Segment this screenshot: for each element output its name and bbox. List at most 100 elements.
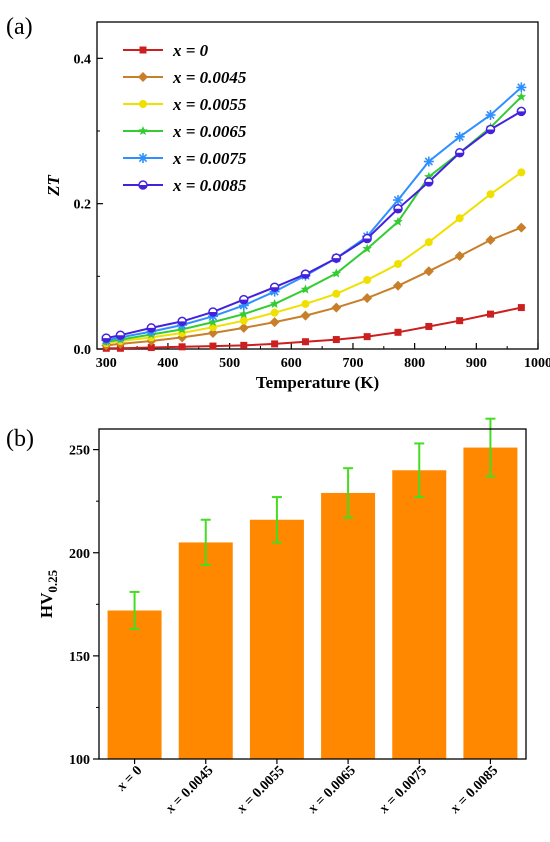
error-bar <box>485 417 496 478</box>
data-point <box>393 259 402 268</box>
data-point <box>331 268 342 278</box>
data-point <box>456 317 464 325</box>
data-point <box>269 317 280 328</box>
series-x-0-0045 <box>101 222 527 351</box>
legend-label: x = 0.0065 <box>172 122 247 141</box>
data-point <box>516 106 527 117</box>
data-point <box>332 289 341 298</box>
panel-label-a: (a) <box>6 14 33 40</box>
legend-label: x = 0.0055 <box>172 95 247 114</box>
data-point <box>239 316 248 325</box>
data-point <box>454 131 465 142</box>
x-tick-label: x = 0.0065 <box>305 763 359 817</box>
y-tick-label: 0.0 <box>74 343 92 358</box>
y-tick-label: 0.2 <box>74 198 92 213</box>
y-axis-label-main: HV <box>37 592 56 618</box>
plot-frame-b <box>98 428 527 760</box>
data-point <box>331 253 342 263</box>
data-point <box>394 328 402 336</box>
data-point <box>238 322 249 333</box>
bar-x-0-0085 <box>463 447 518 759</box>
data-point <box>301 299 310 308</box>
y-tick-label: 100 <box>69 753 90 768</box>
x-tick-label: 400 <box>157 356 178 371</box>
x-tick-label: x = 0.0075 <box>376 763 430 817</box>
x-tick-label: 600 <box>281 356 302 371</box>
data-point <box>424 177 434 187</box>
data-point <box>207 328 218 339</box>
error-bar <box>271 496 282 544</box>
data-point <box>454 148 465 158</box>
series-x-0-0075 <box>101 82 527 346</box>
data-point <box>271 340 279 348</box>
data-point <box>301 338 309 346</box>
data-point <box>178 343 186 351</box>
data-point <box>425 322 433 330</box>
data-point <box>363 333 371 341</box>
data-point <box>332 336 340 344</box>
data-point <box>424 238 433 247</box>
bar-x-0-0065 <box>321 492 376 759</box>
x-tick-label: 900 <box>466 356 487 371</box>
y-tick-label: 0.4 <box>74 52 92 67</box>
legend-item: x = 0.0045 <box>123 68 247 87</box>
bar-x-0 <box>107 610 162 759</box>
data-point <box>146 323 157 333</box>
data-point <box>269 298 280 308</box>
data-point <box>101 333 112 343</box>
x-axis-label: Temperature (K) <box>256 373 379 392</box>
data-point <box>485 235 496 245</box>
data-point <box>516 91 527 101</box>
x-tick-label: x = 0.0045 <box>162 763 216 817</box>
y-axis-label-b: HV0.25 <box>37 569 60 618</box>
error-bar <box>200 518 211 567</box>
bar-x-0-0055 <box>249 519 304 759</box>
data-point <box>424 171 434 181</box>
legend: x = 0 x = 0.0045 x = 0.0055 x = 0.0065 x = 0… <box>123 41 247 195</box>
data-point <box>485 124 496 135</box>
data-point <box>516 82 527 93</box>
plot-frame-a <box>96 21 539 350</box>
legend-item: x = 0.0065 <box>123 122 247 141</box>
y-tick-label: 250 <box>69 444 90 459</box>
data-point <box>239 294 249 305</box>
data-point <box>115 330 126 340</box>
legend-marker <box>139 100 147 108</box>
series-line <box>106 110 522 340</box>
legend-item: x = 0.0075 <box>123 149 247 168</box>
data-point <box>392 195 403 206</box>
data-point <box>362 293 373 304</box>
y-axis-label-sub: 0.25 <box>45 569 60 592</box>
y-axis-label: ZT <box>44 175 63 197</box>
data-point <box>362 243 372 253</box>
data-point <box>300 284 311 294</box>
data-point <box>423 156 434 167</box>
error-bar <box>343 467 354 519</box>
data-point <box>300 310 311 321</box>
x-tick-label: x = 0.0055 <box>234 763 288 817</box>
x-tick-label: x = 0.0085 <box>447 763 501 817</box>
data-point <box>393 216 403 226</box>
data-point <box>362 233 372 244</box>
legend-marker <box>138 153 148 163</box>
data-point <box>485 110 496 121</box>
data-point <box>454 250 465 261</box>
data-point <box>208 323 217 332</box>
data-point <box>393 204 403 214</box>
data-point <box>517 168 526 177</box>
data-point <box>516 222 527 233</box>
data-point <box>177 316 187 327</box>
legend-label: x = 0.0045 <box>172 68 247 87</box>
panel-label-b: (b) <box>6 426 34 452</box>
data-point <box>269 282 280 292</box>
data-point <box>517 304 525 312</box>
x-tick-label: 500 <box>219 356 240 371</box>
x-tick-label: x = 0 <box>114 763 146 795</box>
data-point <box>208 307 218 317</box>
series-x-0-0085 <box>101 106 527 343</box>
legend-marker <box>139 46 147 54</box>
data-point <box>209 342 217 350</box>
legend-label: x = 0.0075 <box>172 149 247 168</box>
x-tick-label: 800 <box>404 356 425 371</box>
